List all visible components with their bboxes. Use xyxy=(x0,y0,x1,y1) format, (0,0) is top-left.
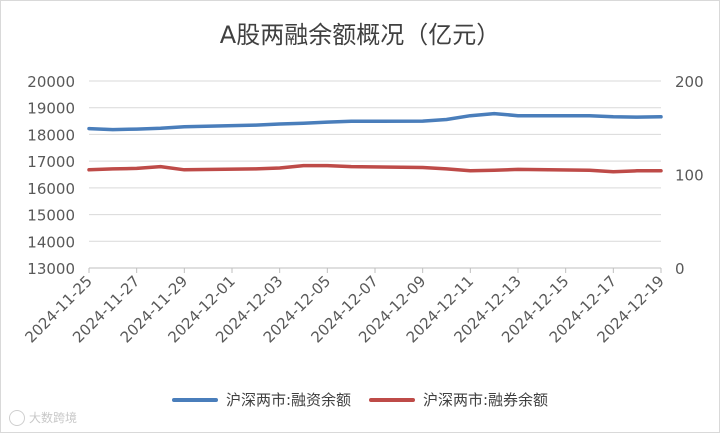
y-left-tick-label: 20000 xyxy=(27,73,75,91)
y-left-tick-label: 13000 xyxy=(27,260,75,278)
y-right-tick-label: 0 xyxy=(675,260,685,278)
y-left-tick-label: 16000 xyxy=(27,180,75,198)
legend-swatch-financing xyxy=(171,397,218,402)
y-right-tick-label: 100 xyxy=(675,167,704,185)
watermark: 大数跨境 xyxy=(9,409,77,426)
legend-swatch-securities-lending xyxy=(369,397,415,402)
legend-label-securities-lending: 沪深两市:融券余额 xyxy=(423,391,549,409)
y-right-tick-label: 200 xyxy=(675,73,704,91)
y-left-tick-label: 18000 xyxy=(27,126,75,144)
chart-title: A股两融余额概况（亿元） xyxy=(219,21,501,49)
legend-item-securities-lending: 沪深两市:融券余额 xyxy=(369,389,548,410)
legend-label-financing: 沪深两市:融资余额 xyxy=(225,391,351,409)
y-left-tick-label: 15000 xyxy=(27,207,75,225)
y-left-tick-label: 17000 xyxy=(27,153,75,171)
watermark-logo-icon xyxy=(9,409,25,426)
financing-balance-line xyxy=(87,111,663,132)
legend: 沪深两市:融资余额 沪深两市:融券余额 xyxy=(1,389,719,410)
legend-item-financing: 沪深两市:融资余额 xyxy=(171,389,351,410)
y-left-tick-label: 14000 xyxy=(27,233,75,251)
watermark-text: 大数跨境 xyxy=(29,411,78,425)
y-left-tick-label: 19000 xyxy=(27,100,75,118)
securities-lending-balance-line xyxy=(87,163,663,174)
